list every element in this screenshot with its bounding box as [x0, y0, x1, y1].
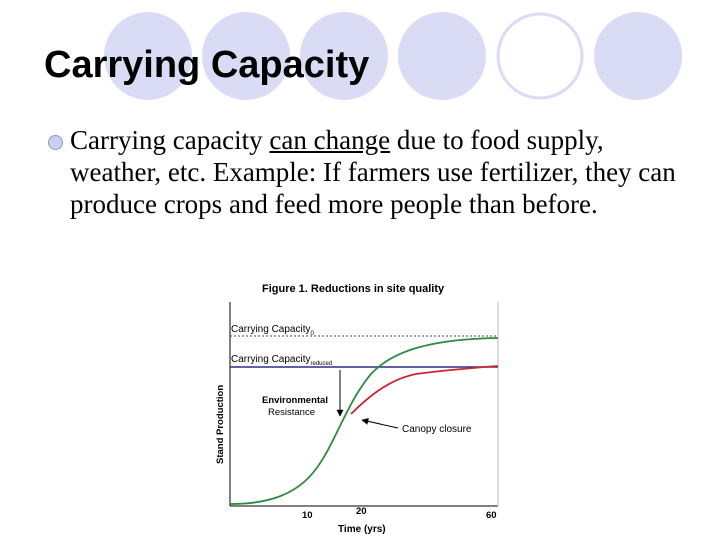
- figure-background: [206, 274, 506, 540]
- carrying-capacity-figure: Figure 1. Reductions in site quality Car…: [206, 274, 506, 540]
- environmental-resistance-line2: Resistance: [268, 407, 315, 418]
- canopy-closure-label: Canopy closure: [402, 424, 472, 435]
- y-axis-label: Stand Production: [215, 385, 226, 464]
- bullet-underlined-phrase: can change: [269, 125, 391, 155]
- bullet-item: Carrying capacity can change due to food…: [48, 124, 688, 220]
- x-tick-20: 20: [356, 506, 367, 517]
- bullet-text: Carrying capacity can change due to food…: [70, 124, 688, 220]
- carrying-capacity-0-label: Carrying Capacity0: [231, 324, 314, 337]
- bullet-text-end: due to food supply, weather, etc. Exampl…: [70, 125, 676, 219]
- canopy-closure-arrow: [361, 417, 399, 429]
- environmental-resistance-line1: Environmental: [262, 395, 328, 406]
- bullet-text-start: Carrying capacity: [70, 125, 270, 155]
- x-tick-60: 60: [486, 510, 497, 521]
- slide-title: Carrying Capacity: [44, 44, 370, 86]
- x-tick-10: 10: [302, 510, 313, 521]
- figure-title: Figure 1. Reductions in site quality: [262, 283, 445, 295]
- carrying-capacity-reduced-label: Carrying Capacityreduced: [231, 354, 332, 367]
- growth-curve-reduced-red: [350, 365, 499, 415]
- growth-curve-green: [229, 337, 499, 505]
- x-axis-label: Time (yrs): [338, 524, 386, 535]
- bullet-dot-icon: [48, 135, 63, 150]
